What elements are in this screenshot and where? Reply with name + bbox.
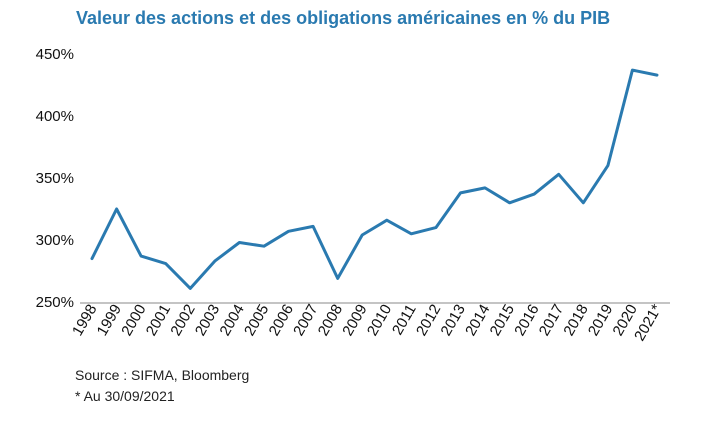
y-tick-label: 400% bbox=[36, 108, 74, 125]
y-tick-label: 300% bbox=[36, 232, 74, 249]
y-tick-label: 250% bbox=[36, 294, 74, 311]
x-tick-label: 2009 bbox=[339, 302, 370, 339]
y-tick-label: 350% bbox=[36, 170, 74, 187]
chart-title: Valeur des actions et des obligations am… bbox=[76, 8, 611, 28]
x-axis-ticks: 1998199920002001200220032004200520062007… bbox=[69, 301, 665, 344]
x-tick-label: 2019 bbox=[585, 302, 616, 339]
y-axis-ticks: 250% 300% 350% 400% 450% bbox=[36, 46, 74, 311]
y-tick-label: 450% bbox=[36, 46, 74, 63]
x-tick-label: 2000 bbox=[118, 302, 149, 339]
x-tick-label: 2013 bbox=[438, 302, 469, 339]
x-tick-label: 2005 bbox=[241, 302, 272, 339]
x-tick-label: 2012 bbox=[413, 302, 444, 339]
x-tick-label: 2015 bbox=[487, 302, 518, 339]
x-tick-label: 2006 bbox=[266, 302, 297, 339]
series-group bbox=[90, 68, 659, 290]
x-tick-label: 2017 bbox=[536, 302, 567, 339]
x-tick-label: 2014 bbox=[462, 301, 493, 338]
date-footnote: * Au 30/09/2021 bbox=[75, 388, 175, 404]
x-tick-label: 2007 bbox=[290, 302, 321, 339]
x-tick-label: 2008 bbox=[315, 302, 346, 339]
x-tick-label: 2018 bbox=[560, 302, 591, 339]
x-tick-label: 2010 bbox=[364, 302, 395, 339]
series-line bbox=[90, 68, 659, 290]
x-tick-label: 1999 bbox=[94, 302, 125, 339]
x-tick-label: 2002 bbox=[167, 302, 198, 339]
x-tick-label: 2003 bbox=[192, 302, 223, 339]
x-tick-label: 2004 bbox=[216, 302, 247, 339]
source-note: Source : SIFMA, Bloomberg bbox=[75, 367, 250, 383]
x-tick-label: 2001 bbox=[143, 302, 174, 339]
x-tick-label: 2016 bbox=[511, 302, 542, 339]
